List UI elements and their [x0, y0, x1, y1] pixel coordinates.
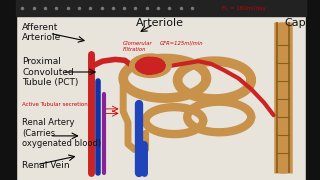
Text: GFR=125ml/min: GFR=125ml/min [160, 41, 204, 46]
FancyBboxPatch shape [16, 0, 306, 16]
Text: Active Tubular secretion: Active Tubular secretion [22, 102, 88, 107]
Bar [0, 0, 16, 180]
Text: Proximal
Convoluted
Tubule (PCT): Proximal Convoluted Tubule (PCT) [22, 57, 79, 87]
Text: FL = 180ml/day: FL = 180ml/day [222, 6, 266, 11]
Text: Renal Artery
(Carries
oxygenated blood): Renal Artery (Carries oxygenated blood) [22, 118, 101, 148]
Text: Caps: Caps [284, 18, 312, 28]
Text: Arteriole: Arteriole [136, 18, 184, 28]
Circle shape [144, 62, 157, 69]
Text: Afferent
Arteriole: Afferent Arteriole [22, 23, 62, 42]
Circle shape [130, 54, 171, 77]
Text: Glomerular
Filtration: Glomerular Filtration [123, 41, 153, 52]
Text: Renal Vein: Renal Vein [22, 161, 70, 170]
Bar [306, 0, 320, 180]
